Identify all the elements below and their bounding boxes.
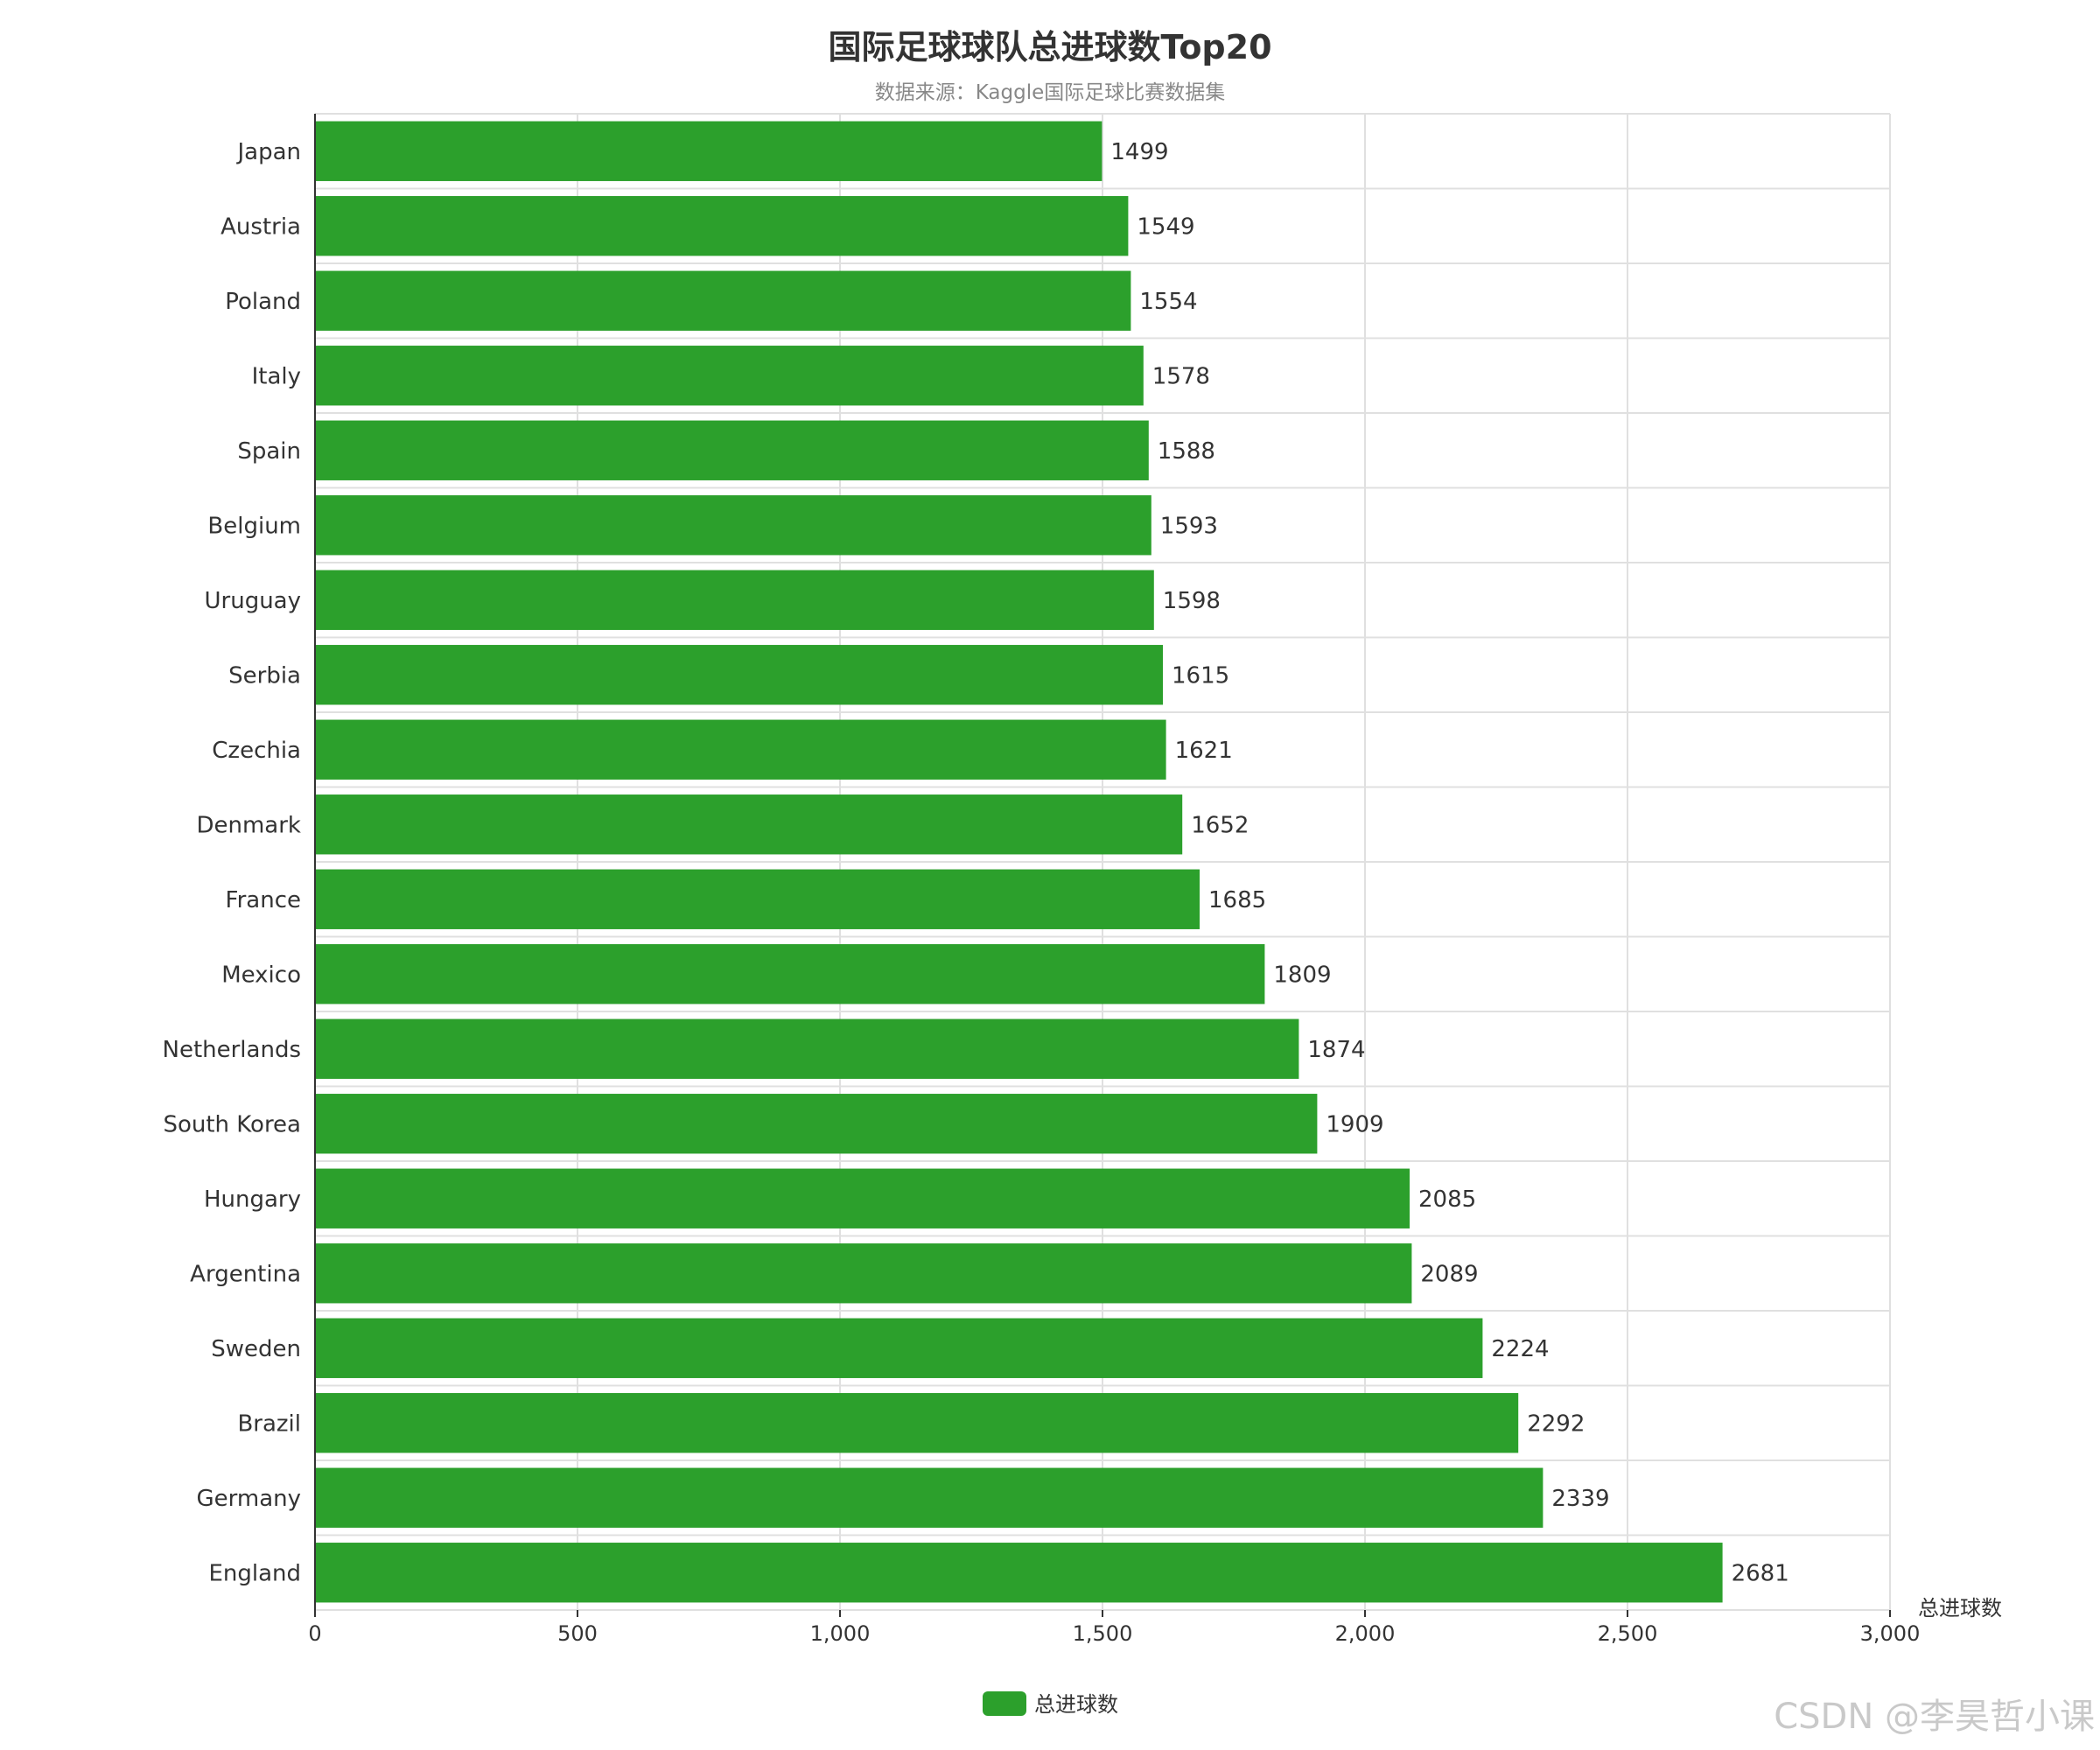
bar[interactable] [315, 1094, 1318, 1154]
bar-value-label: 1652 [1191, 812, 1249, 838]
legend[interactable]: 总进球数 [983, 1691, 1118, 1717]
y-tick-label: England [208, 1560, 301, 1586]
bar-value-label: 2085 [1418, 1186, 1476, 1213]
x-tick-label: 500 [557, 1621, 598, 1646]
bar[interactable] [315, 869, 1200, 929]
y-tick-label: Serbia [228, 662, 301, 689]
bar-value-label: 2292 [1527, 1410, 1585, 1437]
chart-subtitle: 数据来源：Kaggle国际足球比赛数据集 [875, 81, 1226, 104]
bar[interactable] [315, 794, 1183, 855]
bar[interactable] [315, 121, 1102, 181]
legend-label[interactable]: 总进球数 [1034, 1692, 1118, 1717]
x-tick-label: 1,500 [1073, 1621, 1133, 1646]
bars-layer: 1499 1549 1554 1578 1588 1593 1598 1615 1621 1652… [315, 121, 1789, 1603]
bar[interactable] [315, 1018, 1299, 1079]
bar[interactable] [315, 495, 1152, 556]
x-tick-label: 2,500 [1598, 1621, 1658, 1646]
bar[interactable] [315, 944, 1265, 1004]
y-tick-label: Sweden [211, 1336, 301, 1362]
bar-value-label: 1499 [1110, 139, 1168, 165]
bar[interactable] [315, 645, 1163, 705]
bar[interactable] [315, 270, 1131, 331]
x-axis-name: 总进球数 [1918, 1596, 2002, 1620]
bar-value-label: 1685 [1208, 887, 1266, 914]
bar-value-label: 1554 [1139, 289, 1197, 315]
y-tick-label: France [226, 887, 301, 914]
x-tick-label: 3,000 [1860, 1621, 1921, 1646]
y-tick-label: Japan [235, 139, 301, 165]
bar[interactable] [315, 346, 1144, 406]
x-tick-label: 2,000 [1335, 1621, 1396, 1646]
y-tick-label: South Korea [163, 1111, 301, 1138]
bar[interactable] [315, 1393, 1519, 1453]
bar[interactable] [315, 420, 1149, 480]
bar-value-label: 1909 [1326, 1111, 1383, 1138]
bar-value-label: 1874 [1307, 1037, 1365, 1063]
bar-value-label: 1549 [1137, 214, 1194, 240]
y-tick-label: Mexico [221, 962, 301, 988]
bar[interactable] [315, 719, 1166, 780]
y-tick-label: Italy [252, 363, 301, 389]
bar-value-label: 2224 [1491, 1336, 1549, 1362]
bar[interactable] [315, 1243, 1412, 1304]
y-tick-label: Czechia [212, 738, 301, 764]
y-tick-label: Argentina [190, 1261, 301, 1287]
watermark: CSDN @李昊哲小课 [1774, 1697, 2095, 1737]
bar[interactable] [315, 1318, 1483, 1378]
bar-value-label: 1588 [1158, 438, 1215, 465]
bar[interactable] [315, 1467, 1544, 1528]
y-tick-label: Denmark [196, 812, 301, 838]
x-tick-label: 0 [308, 1621, 321, 1646]
y-tick-label: Germany [196, 1486, 301, 1512]
chart-title: 国际足球球队总进球数Top20 [828, 28, 1271, 66]
bar-value-label: 1578 [1152, 363, 1210, 389]
bar[interactable] [315, 570, 1154, 630]
bar-value-label: 2681 [1732, 1560, 1789, 1586]
bar[interactable] [315, 1168, 1410, 1228]
bar-value-label: 1598 [1163, 588, 1221, 614]
bar-value-label: 1621 [1175, 738, 1233, 764]
y-tick-label: Poland [225, 289, 301, 315]
y-tick-label: Netherlands [163, 1037, 302, 1063]
y-tick-label: Uruguay [205, 588, 302, 614]
y-tick-label: Belgium [207, 513, 301, 539]
axis-layer: Japan Austria Poland Italy Spain Belgium Urugu… [163, 114, 1921, 1646]
y-tick-label: Austria [220, 214, 301, 240]
bar[interactable] [315, 196, 1129, 256]
legend-swatch[interactable] [983, 1691, 1026, 1716]
bar-value-label: 1615 [1172, 662, 1229, 689]
y-tick-label: Hungary [204, 1186, 301, 1213]
bar-value-label: 2339 [1551, 1486, 1609, 1512]
y-tick-label: Brazil [237, 1410, 301, 1437]
x-tick-label: 1,000 [810, 1621, 871, 1646]
bar-value-label: 2089 [1420, 1261, 1478, 1287]
bar[interactable] [315, 1543, 1723, 1603]
bar-value-label: 1809 [1273, 962, 1331, 988]
y-tick-label: Spain [237, 438, 301, 465]
grid-layer [315, 113, 1891, 1611]
bar-value-label: 1593 [1160, 513, 1218, 539]
